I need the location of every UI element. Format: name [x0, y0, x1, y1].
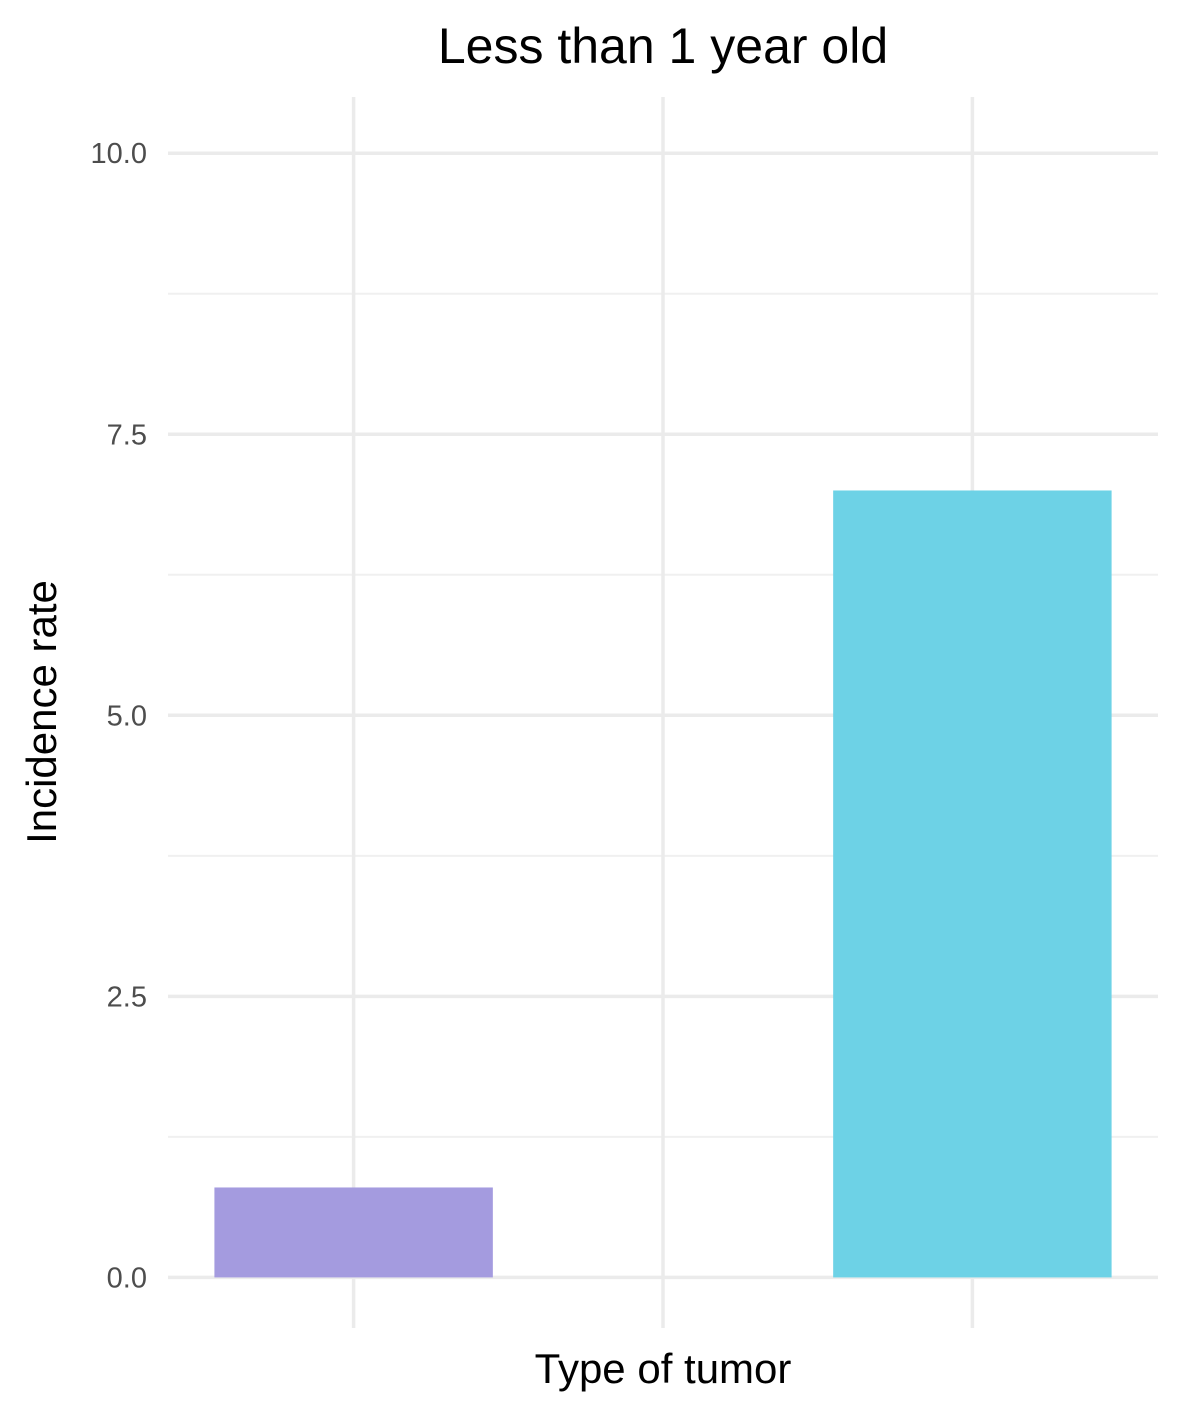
y-axis-tick-labels: 0.0 2.5 5.0 7.5 10.0 [91, 138, 147, 1294]
x-axis-title: Type of tumor [535, 1345, 792, 1392]
y-tick-label: 0.0 [107, 1262, 147, 1294]
y-tick-label: 10.0 [91, 138, 147, 170]
bars-group [214, 490, 1112, 1278]
y-tick-label: 5.0 [107, 700, 147, 732]
bar [833, 490, 1112, 1278]
chart-title: Less than 1 year old [438, 18, 888, 74]
y-axis-title: Incidence rate [18, 580, 65, 844]
y-tick-label: 7.5 [107, 419, 147, 451]
bar [214, 1187, 493, 1278]
y-tick-label: 2.5 [107, 981, 147, 1013]
